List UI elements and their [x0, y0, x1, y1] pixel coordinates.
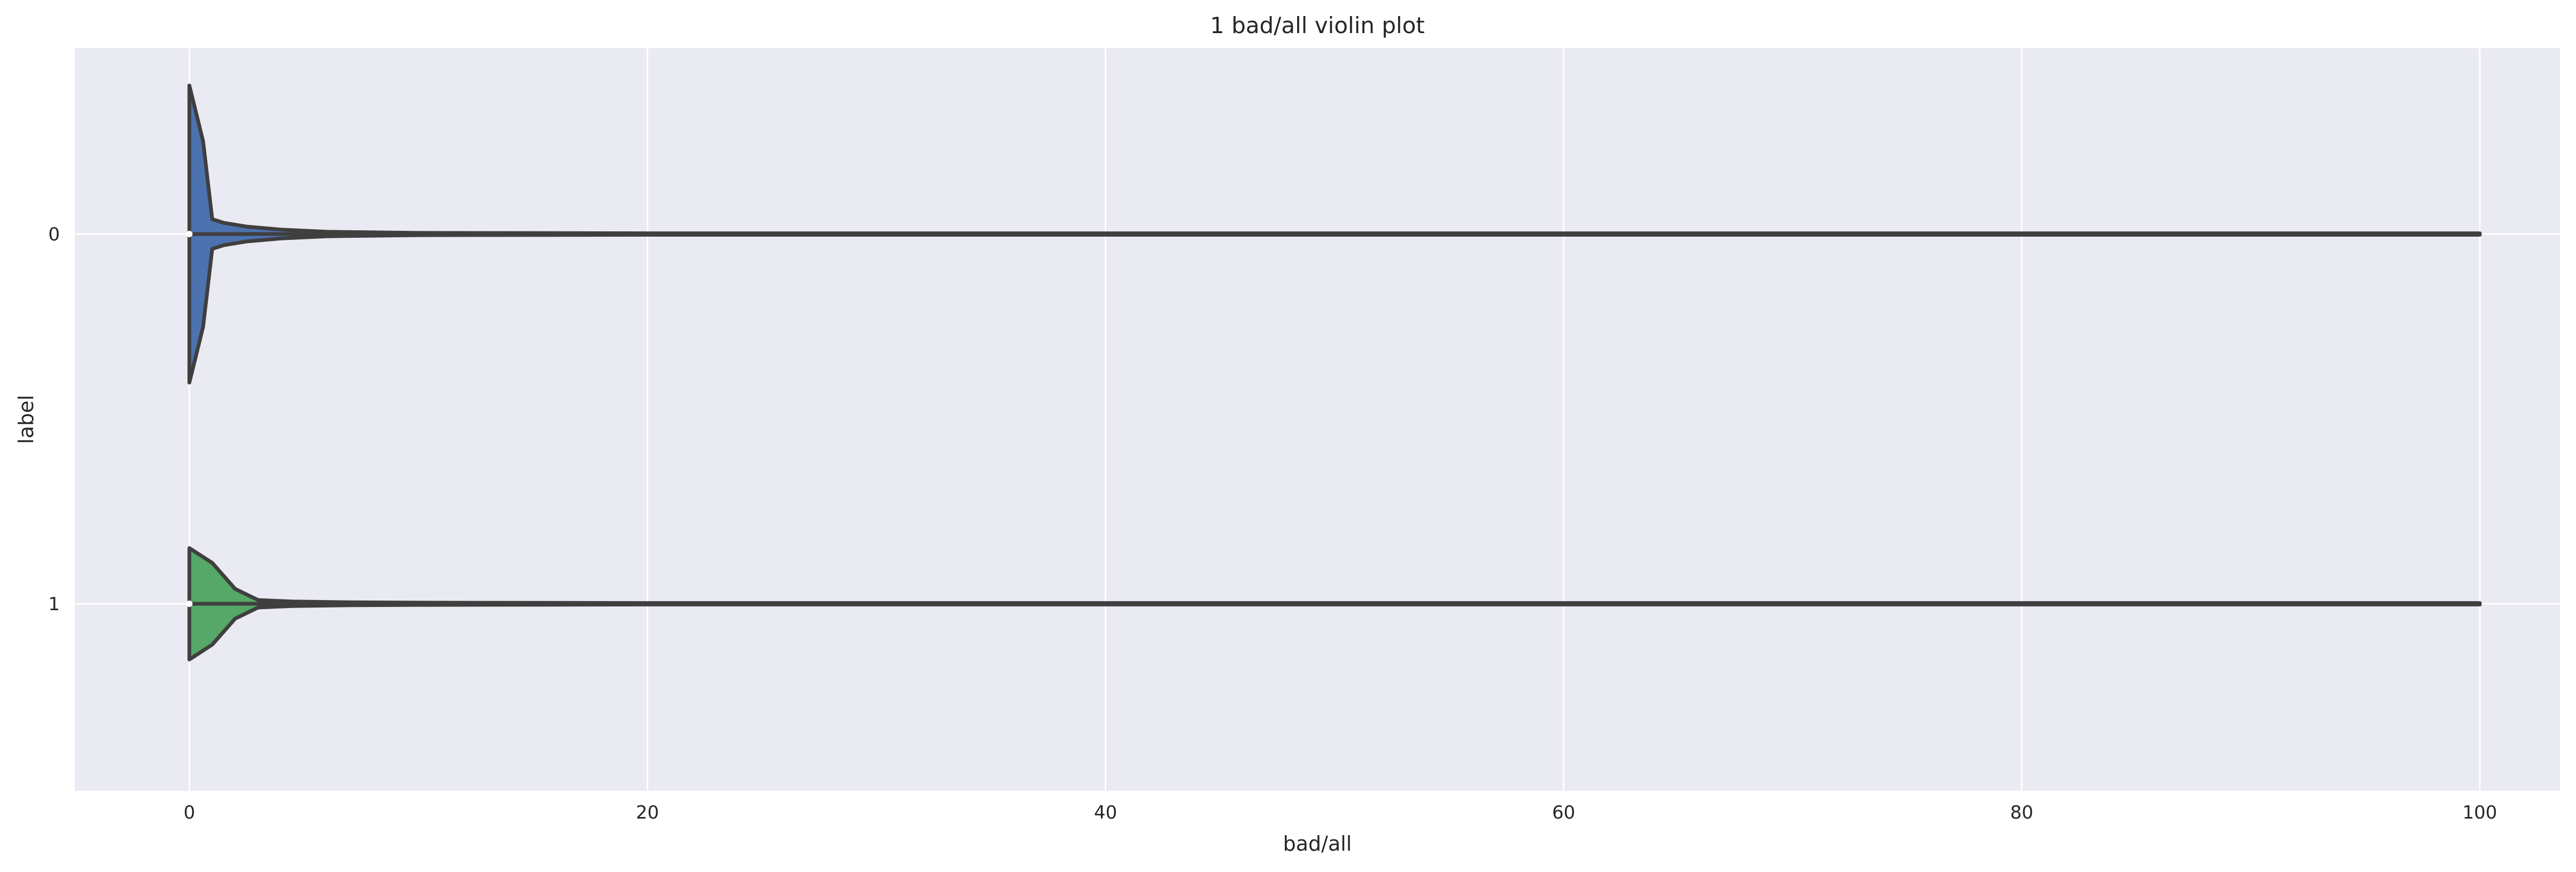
x-tick-label: 40 — [1094, 802, 1117, 823]
x-tick-label: 20 — [636, 802, 659, 823]
x-tick-label: 60 — [1552, 802, 1575, 823]
median-marker-0 — [186, 231, 193, 237]
x-axis-label: bad/all — [1283, 832, 1352, 855]
plot-area — [75, 48, 2560, 791]
y-tick-label: 1 — [48, 594, 60, 615]
median-marker-1 — [186, 601, 193, 607]
x-tick-label: 0 — [183, 802, 195, 823]
y-tick-label: 0 — [48, 224, 60, 245]
y-axis-label: label — [14, 395, 38, 444]
x-tick-label: 80 — [2010, 802, 2033, 823]
x-tick-label: 100 — [2463, 802, 2497, 823]
chart-title: 1 bad/all violin plot — [1210, 12, 1425, 38]
